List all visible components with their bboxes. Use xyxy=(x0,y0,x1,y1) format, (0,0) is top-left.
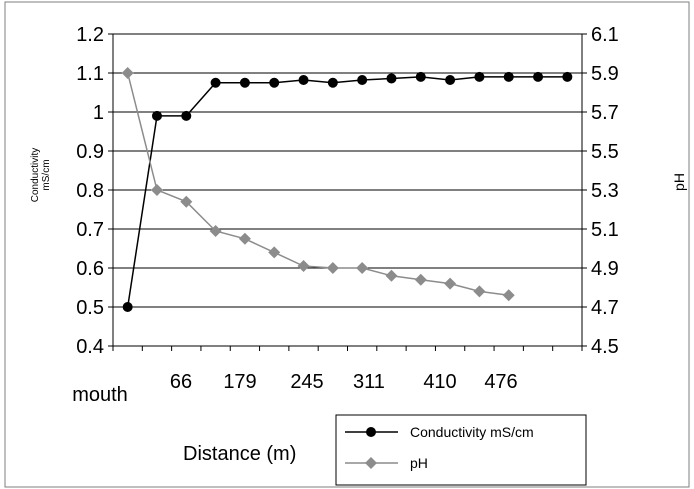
y2-tick-label: 5.3 xyxy=(591,180,619,202)
data-point xyxy=(298,75,309,86)
data-point xyxy=(269,77,280,88)
y-tick-label: 0.5 xyxy=(76,297,104,319)
y-tick-label: 1.2 xyxy=(76,24,104,46)
y2-tick-label: 5.5 xyxy=(591,141,619,163)
data-point xyxy=(503,71,514,82)
y-tick-label: 0.9 xyxy=(76,141,104,163)
data-point xyxy=(327,77,338,88)
y2-tick-label: 5.7 xyxy=(591,102,619,124)
x-tick-label: 245 xyxy=(290,371,323,393)
y2-tick-label: 4.5 xyxy=(591,336,619,358)
y2-tick-label: 4.7 xyxy=(591,297,619,319)
data-point xyxy=(415,71,426,82)
x-tick-label: 179 xyxy=(223,371,256,393)
data-point xyxy=(209,224,222,237)
legend-box xyxy=(335,414,587,486)
y-tick-label: 1.1 xyxy=(76,63,104,85)
legend-conductivity-label: Conductivity mS/cm xyxy=(410,424,534,440)
series-line xyxy=(126,76,568,308)
y-axis-title-line-1: Conductivity xyxy=(30,148,41,202)
data-point xyxy=(385,269,398,282)
data-point xyxy=(121,67,134,79)
y-tick-label: 0.4 xyxy=(76,336,104,358)
data-point xyxy=(326,262,339,274)
y-tick-label: 0.6 xyxy=(76,258,104,280)
y-tick-label: 1 xyxy=(93,102,104,124)
y2-tick-label: 4.9 xyxy=(591,258,619,280)
y-tick-labels: 0.4 0.5 0.6 0.7 0.8 0.9 1 1.1 1.2 xyxy=(76,24,104,358)
data-point xyxy=(356,262,369,274)
data-point xyxy=(239,77,250,88)
series-layer xyxy=(121,67,573,312)
legend-ph-marker xyxy=(365,457,377,469)
chart-border xyxy=(4,1,690,488)
data-point xyxy=(238,232,251,245)
data-point xyxy=(357,75,368,86)
legend-ph-label: pH xyxy=(410,455,428,471)
series-conductivity xyxy=(122,71,573,312)
x-tick-label: mouth xyxy=(72,384,128,406)
data-point xyxy=(562,71,573,82)
data-point xyxy=(180,195,193,208)
data-point xyxy=(150,184,163,196)
data-point xyxy=(474,71,485,82)
series-ph xyxy=(121,67,515,302)
legend-conductivity-marker xyxy=(366,427,376,437)
y2-tick-labels: 4.5 4.7 4.9 5.1 5.3 5.5 5.7 5.9 6.1 xyxy=(591,24,619,358)
data-point xyxy=(122,302,133,312)
data-point xyxy=(386,73,397,84)
data-point xyxy=(444,277,457,290)
y-axis-title-line-2: mS/cm xyxy=(41,159,52,190)
x-axis-title: Distance (m) xyxy=(183,443,296,465)
x-tick-label: 311 xyxy=(353,371,385,393)
x-tick-label: 476 xyxy=(484,371,517,393)
data-point xyxy=(181,110,192,121)
data-point xyxy=(210,77,221,88)
x-tick-label: 66 xyxy=(170,371,192,393)
x-tick-label: 410 xyxy=(423,371,456,393)
data-point xyxy=(445,75,456,86)
data-point xyxy=(473,285,486,298)
data-point xyxy=(533,71,544,82)
y2-axis-title: pH xyxy=(671,173,687,191)
legend: Conductivity mS/cm pH xyxy=(335,414,587,486)
y-tick-label: 0.8 xyxy=(76,180,104,202)
y-tick-label: 0.7 xyxy=(76,219,104,241)
data-point xyxy=(151,110,162,121)
data-point xyxy=(268,246,281,259)
data-point xyxy=(414,273,427,286)
x-tick-labels: mouth 66 179 245 311 410 476 xyxy=(72,371,517,406)
y2-tick-label: 6.1 xyxy=(591,24,619,46)
data-point xyxy=(297,260,310,273)
y2-tick-label: 5.9 xyxy=(591,63,619,85)
y2-tick-label: 5.1 xyxy=(591,219,619,241)
axes xyxy=(108,33,587,351)
data-point xyxy=(502,289,515,302)
